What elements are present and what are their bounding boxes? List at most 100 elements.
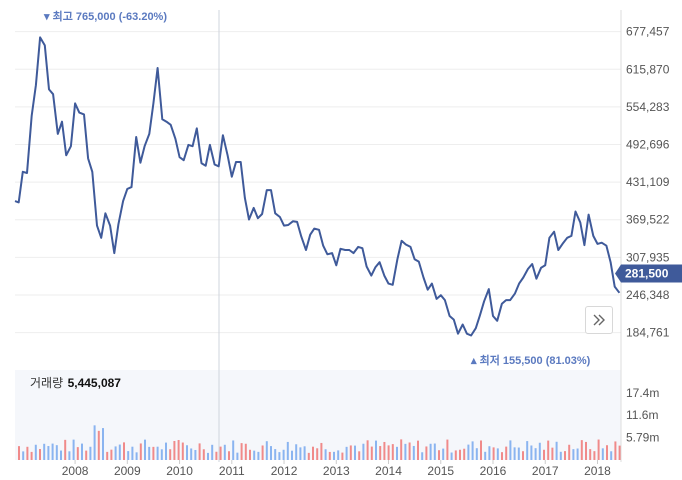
- volume-value: 5,445,087: [68, 376, 122, 390]
- volume-bar: [72, 439, 75, 460]
- volume-bar: [564, 451, 566, 460]
- volume-bar: [47, 446, 50, 460]
- volume-bar: [232, 440, 235, 460]
- max-marker-icon: ▾: [43, 11, 53, 23]
- volume-bar: [320, 442, 323, 460]
- x-tick-label: 2011: [219, 464, 245, 478]
- volume-bar: [282, 449, 285, 460]
- volume-bar: [534, 448, 537, 460]
- volume-bar: [198, 443, 201, 460]
- min-price-annotation: ▴ 최저 155,500 (81.03%): [470, 353, 591, 367]
- volume-bar: [186, 445, 188, 460]
- x-tick-label: 2014: [375, 464, 402, 478]
- volume-bar: [362, 443, 365, 460]
- volume-bar: [471, 441, 474, 460]
- volume-bar: [85, 450, 88, 460]
- price-y-axis: 677,457 615,870 554,283 492,696 431,109 369,5…: [626, 25, 670, 340]
- volume-bar: [484, 451, 487, 460]
- volume-bar: [450, 452, 453, 460]
- volume-bar: [307, 452, 310, 460]
- volume-bar: [429, 443, 432, 460]
- volume-bar: [580, 440, 583, 460]
- y-tick-label: 615,870: [626, 62, 670, 76]
- y-tick-label: 554,283: [626, 100, 670, 114]
- volume-bar: [606, 445, 608, 460]
- y-tick-label: 184,761: [626, 326, 670, 340]
- x-tick-label: 2013: [323, 464, 350, 478]
- volume-bar: [34, 444, 37, 460]
- volume-bar: [194, 449, 197, 460]
- volume-bar: [366, 440, 369, 460]
- scroll-right-button[interactable]: [585, 306, 613, 334]
- volume-bar: [253, 450, 256, 460]
- volume-bar: [18, 446, 20, 460]
- volume-bar: [76, 447, 79, 460]
- volume-bar: [505, 446, 508, 460]
- volume-bar: [585, 441, 587, 460]
- max-label-prefix: 최고: [53, 9, 73, 23]
- volume-bar: [202, 449, 205, 460]
- x-tick-label: 2016: [480, 464, 507, 478]
- double-chevron-right-icon: [593, 314, 605, 326]
- volume-bar: [97, 430, 100, 460]
- volume-bar: [261, 445, 264, 460]
- x-tick-label: 2017: [532, 464, 559, 478]
- volume-bar: [156, 446, 159, 460]
- volume-bar: [396, 446, 398, 460]
- volume-bar: [89, 446, 92, 460]
- volume-bar: [316, 448, 319, 460]
- volume-bar: [43, 443, 46, 460]
- min-label-prefix: 최저: [480, 353, 500, 367]
- x-tick-label: 2010: [166, 464, 193, 478]
- volume-bar: [240, 443, 243, 460]
- y-tick-label: 492,696: [626, 138, 670, 152]
- volume-bar: [522, 451, 524, 460]
- volume-bar: [106, 451, 109, 460]
- y-tick-label: 369,522: [626, 213, 670, 227]
- x-axis: 2008 2009 2010 2011 2012 2013 2014 2015 2016 2017…: [62, 460, 611, 478]
- volume-bar: [257, 451, 260, 460]
- volume-bar: [144, 439, 146, 460]
- y-tick-label: 307,935: [626, 250, 670, 264]
- volume-bar: [177, 440, 180, 460]
- volume-bar: [589, 449, 592, 460]
- volume-bar: [358, 451, 361, 460]
- volume-bar: [601, 448, 604, 460]
- volume-bar: [278, 452, 281, 460]
- volume-bar: [375, 440, 377, 460]
- volume-bar: [81, 443, 83, 460]
- volume-bar: [496, 448, 499, 460]
- volume-bar: [236, 452, 239, 460]
- volume-bar: [517, 447, 520, 460]
- volume-bar: [501, 452, 503, 460]
- volume-bar: [463, 448, 466, 460]
- y-tick-label: 246,348: [626, 288, 670, 302]
- volume-bar: [123, 442, 125, 460]
- volume-bar: [610, 451, 613, 460]
- volume-bar: [408, 442, 411, 460]
- price-series-line: [14, 36, 621, 337]
- volume-bar: [249, 449, 251, 460]
- volume-bar: [370, 446, 373, 460]
- volume-bar: [547, 440, 550, 460]
- min-marker-icon: ▴: [470, 355, 480, 367]
- volume-bar: [492, 447, 495, 460]
- volume-title: 거래량: [30, 376, 63, 390]
- volume-bar: [169, 449, 172, 460]
- volume-bar: [433, 443, 436, 460]
- volume-bar: [400, 439, 403, 460]
- current-price-label: 281,500: [625, 267, 669, 281]
- volume-bar: [454, 450, 457, 460]
- volume-bar: [328, 451, 331, 460]
- x-tick-label: 2015: [427, 464, 454, 478]
- volume-bar: [26, 446, 29, 460]
- volume-bar: [215, 451, 218, 460]
- current-price-badge: 281,500: [615, 264, 682, 283]
- volume-bar: [543, 449, 545, 460]
- volume-bar: [152, 446, 155, 460]
- volume-bar: [148, 446, 151, 460]
- volume-bar: [555, 441, 558, 460]
- volume-bar: [165, 442, 167, 460]
- volume-bar: [22, 451, 25, 460]
- volume-bar: [303, 446, 306, 460]
